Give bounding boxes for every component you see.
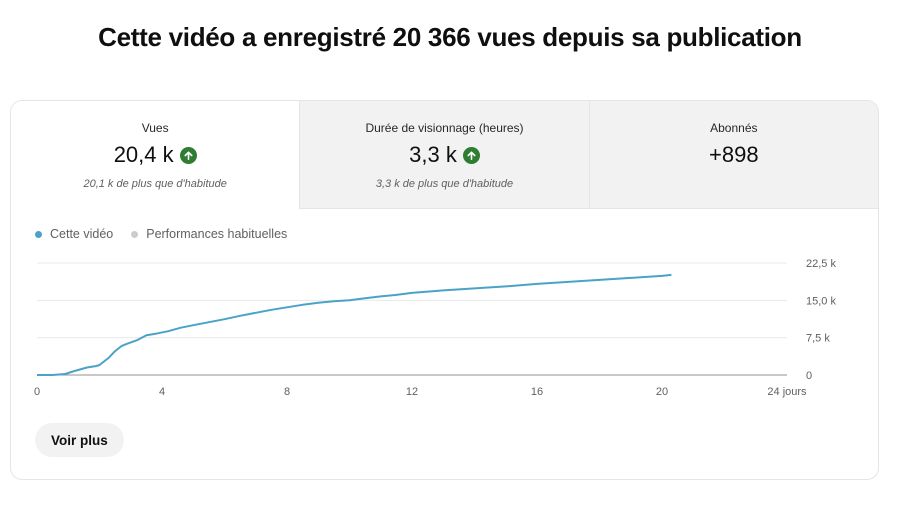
metric-label: Durée de visionnage (heures) [365, 121, 524, 135]
views-line-chart: 0 7,5 k 15,0 k 22,5 k 0 4 8 12 16 20 24 jours [34, 258, 837, 398]
y-tick-label: 22,5 k [806, 258, 836, 270]
y-tick-label: 15,0 k [806, 295, 836, 307]
metric-tab-subscribers[interactable]: Abonnés +898 [588, 101, 878, 209]
metric-value-row: 20,4 k [11, 142, 299, 168]
y-tick-label: 0 [806, 370, 812, 382]
metric-comparison: 3,3 k de plus que d'habitude [375, 178, 514, 190]
metric-value: 20,4 k [113, 142, 174, 167]
legend-label: Cette vidéo [50, 227, 114, 241]
see-more-button[interactable]: Voir plus [35, 423, 124, 457]
series-line [37, 273, 672, 376]
metrics-tabs: Vues 20,4 k 20,1 k de plus que d'habitud… [11, 101, 878, 209]
x-tick-label: 8 [284, 386, 290, 398]
metric-tab-watch-time[interactable]: Durée de visionnage (heures) 3,3 k 3,3 k… [299, 101, 589, 209]
metric-value-row: +898 [590, 142, 878, 168]
metric-comparison: 20,1 k de plus que d'habitude [83, 178, 227, 190]
metric-value-row: 3,3 k [300, 142, 588, 168]
metric-value: 3,3 k [409, 142, 457, 167]
legend-item-typical[interactable]: Performances habituelles [131, 227, 287, 241]
legend-item-this-video[interactable]: Cette vidéo [35, 227, 113, 241]
metric-label: Abonnés [710, 121, 758, 135]
x-tick-label: 24 jours [767, 386, 807, 398]
x-tick-label: 16 [531, 386, 543, 398]
chart-legend: Cette vidéo Performances habituelles [35, 227, 287, 241]
metric-label: Vues [141, 121, 169, 135]
arrow-up-icon [179, 146, 197, 164]
x-tick-label: 4 [159, 386, 165, 398]
metric-tab-views[interactable]: Vues 20,4 k 20,1 k de plus que d'habitud… [11, 101, 300, 209]
analytics-card: Vues 20,4 k 20,1 k de plus que d'habitud… [10, 100, 879, 480]
page-headline: Cette vidéo a enregistré 20 366 vues dep… [98, 22, 802, 52]
x-tick-label: 12 [406, 386, 418, 398]
x-tick-label: 20 [656, 386, 668, 398]
legend-label: Performances habituelles [146, 227, 288, 241]
metric-value: +898 [709, 142, 759, 167]
arrow-up-icon [462, 146, 480, 164]
legend-dot [131, 230, 139, 238]
y-tick-label: 7,5 k [806, 333, 830, 345]
legend-dot [35, 230, 42, 238]
x-tick-label: 0 [34, 386, 40, 398]
